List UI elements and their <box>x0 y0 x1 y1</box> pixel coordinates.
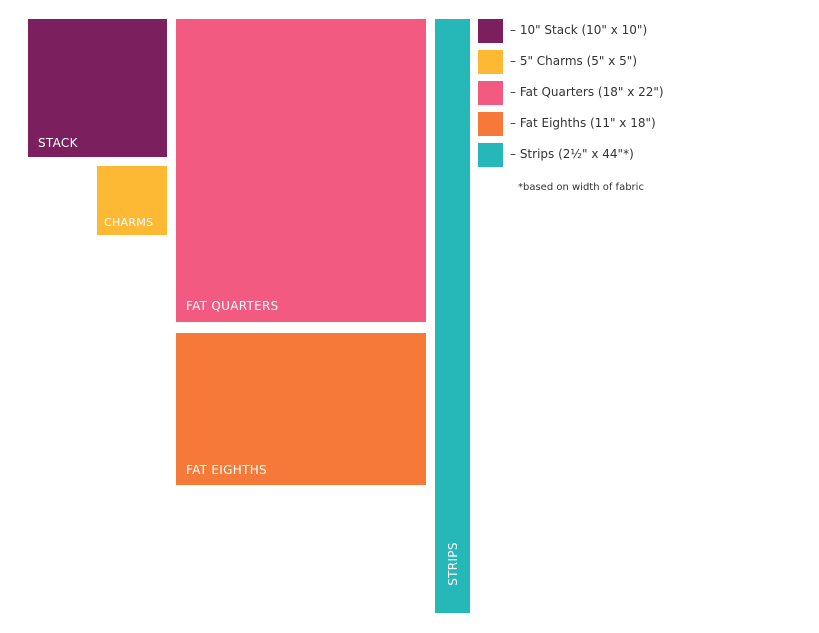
legend-text-fat-quarters: – Fat Quarters (18" x 22") <box>510 85 664 99</box>
fat-quarters-label: FAT QUARTERS <box>186 299 279 313</box>
legend-swatch-stack <box>478 19 503 43</box>
charms-label: CHARMS <box>104 216 154 229</box>
legend-note: *based on width of fabric <box>518 182 644 193</box>
legend-swatch-charms <box>478 50 503 74</box>
legend-swatch-fat-eighths <box>478 112 503 136</box>
fat-eighths-label: FAT EIGHTHS <box>186 463 267 477</box>
strips-block: STRIPS <box>435 19 470 613</box>
legend-swatch-fat-quarters <box>478 81 503 105</box>
fat-quarters-block: FAT QUARTERS <box>176 19 426 322</box>
legend-text-charms: – 5" Charms (5" x 5") <box>510 54 638 68</box>
legend-text-fat-eighths: – Fat Eighths (11" x 18") <box>510 116 656 130</box>
legend-text-stack: – 10" Stack (10" x 10") <box>510 23 648 37</box>
charms-block: CHARMS <box>97 166 167 235</box>
stack-label: STACK <box>38 136 78 150</box>
fat-eighths-block: FAT EIGHTHS <box>176 333 426 485</box>
legend-swatch-strips <box>478 143 503 167</box>
stack-block: STACK <box>28 19 167 157</box>
strips-label: STRIPS <box>445 542 460 586</box>
legend-text-strips: – Strips (2½" x 44"*) <box>510 147 634 161</box>
